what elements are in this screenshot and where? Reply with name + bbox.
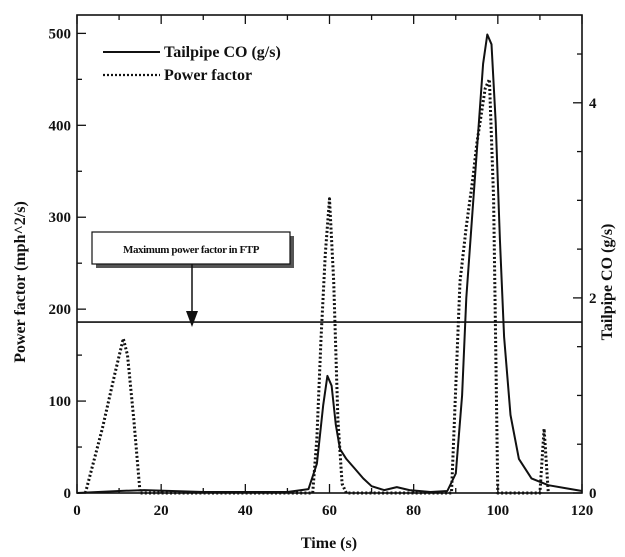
- series-line-power-factor: [83, 77, 550, 495]
- x-axis-title: Time (s): [301, 535, 357, 552]
- annotation-box: [91, 231, 291, 265]
- right-y-axis-title: Tailpipe CO (g/s): [599, 224, 616, 341]
- x-tick-label: 20: [154, 503, 169, 519]
- left-y-tick-label: 500: [49, 26, 72, 42]
- x-tick-label: 80: [406, 503, 421, 519]
- reference-annotation: Maximum power factor in FTP: [91, 231, 294, 327]
- left-y-tick-label: 400: [49, 118, 72, 134]
- right-y-tick-label: 4: [589, 96, 597, 112]
- x-tick-label: 120: [571, 503, 594, 519]
- legend: Tailpipe CO (g/s) Power factor: [103, 44, 281, 84]
- annotation-label: Maximum power factor in FTP: [123, 244, 260, 256]
- x-tick-label: 100: [487, 503, 510, 519]
- left-y-tick-label: 300: [49, 210, 72, 226]
- left-y-tick-label: 100: [49, 394, 72, 410]
- right-y-tick-label: 0: [589, 486, 597, 502]
- x-axis-ticks: 0 20 40 60 80 100 120: [73, 15, 593, 519]
- annotation-arrow-head: [186, 311, 198, 327]
- left-y-tick-label: 200: [49, 302, 72, 318]
- x-tick-label: 60: [322, 503, 337, 519]
- left-y-tick-label: 0: [64, 486, 72, 502]
- legend-label-tailpipe-co: Tailpipe CO (g/s): [164, 44, 281, 61]
- series-line-tailpipe-co: [76, 33, 583, 494]
- left-y-axis-title: Power factor (mph^2/s): [12, 201, 29, 363]
- series-layer: [76, 33, 583, 495]
- left-y-axis-ticks: 0 100 200 300 400 500: [49, 26, 86, 502]
- right-y-axis-ticks: 0 2 4: [573, 53, 597, 502]
- legend-label-power-factor: Power factor: [164, 67, 252, 84]
- x-tick-label: 0: [73, 503, 81, 519]
- x-tick-label: 40: [238, 503, 253, 519]
- right-y-tick-label: 2: [589, 291, 597, 307]
